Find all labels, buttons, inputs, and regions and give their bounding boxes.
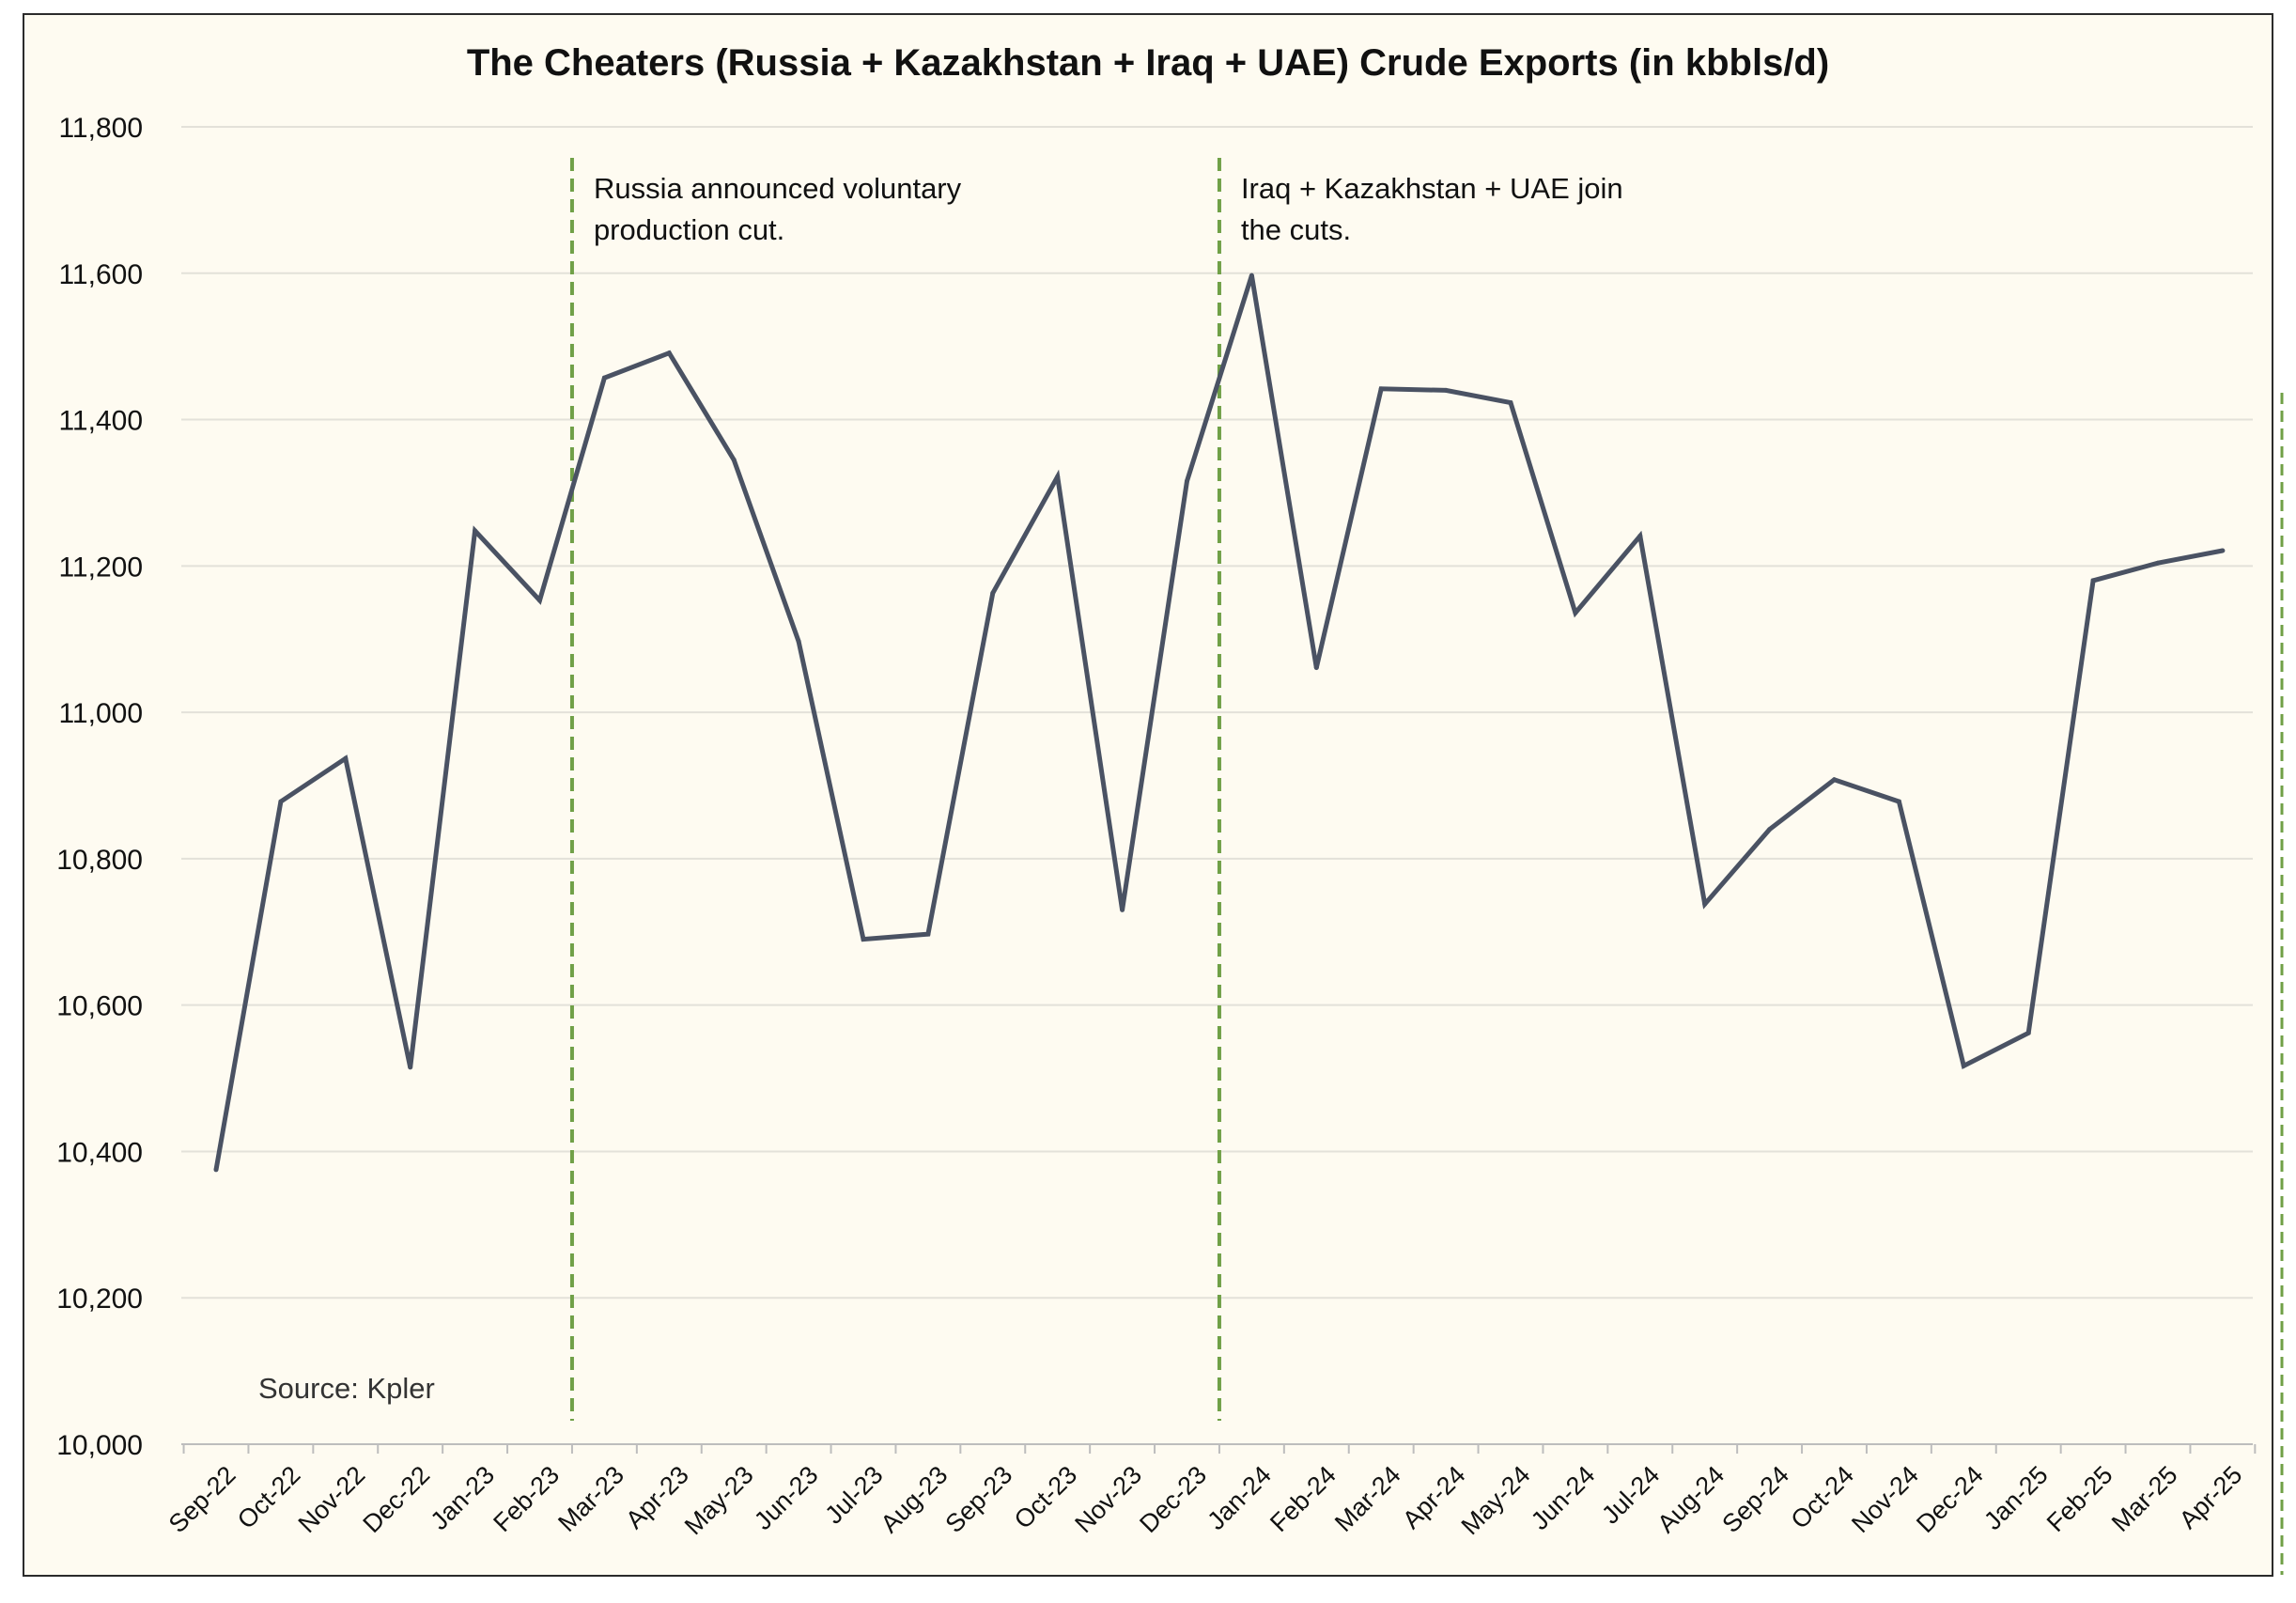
y-axis-ticks: 10,000 10,200 10,400 10,600 10,800 11,000 11,2… [56, 113, 143, 1461]
y-tick-label: 10,200 [56, 1284, 143, 1315]
data-point [1832, 777, 1837, 783]
x-axis: Sep-22Oct-22Nov-22Dec-22Jan-23Feb-23Mar-… [163, 1443, 2257, 1540]
x-tick-label: May-24 [1456, 1460, 1536, 1540]
x-tick-label: Jan-23 [426, 1460, 501, 1535]
data-point [473, 528, 478, 534]
x-tick-label: Oct-24 [1786, 1460, 1860, 1534]
annotations: Russia announced voluntary production cut… [594, 172, 1623, 246]
annotation-text: Russia announced voluntary [594, 172, 962, 205]
x-tick-label: Nov-24 [1846, 1460, 1924, 1538]
data-point [1961, 1063, 1966, 1068]
data-point [1702, 901, 1708, 907]
annotation-text: Iraq + Kazakhstan + UAE join [1241, 172, 1623, 205]
x-tick-label: May-23 [679, 1460, 759, 1540]
x-tick-label: Jun-23 [749, 1460, 824, 1535]
data-point [213, 1167, 219, 1173]
data-point [1508, 400, 1513, 406]
x-tick-label: Feb-23 [488, 1460, 565, 1537]
data-point [1443, 387, 1449, 393]
y-tick-label: 11,200 [58, 552, 143, 583]
x-tick-label: Jun-24 [1526, 1460, 1601, 1535]
x-tick-label: Sep-23 [940, 1460, 1018, 1538]
x-tick-label: Mar-25 [2106, 1460, 2183, 1537]
annotation-text: production cut. [594, 213, 784, 246]
y-tick-label: 10,600 [56, 991, 143, 1022]
x-tick-label: Mar-24 [1329, 1460, 1406, 1537]
x-tick-label: Aug-24 [1652, 1460, 1730, 1538]
y-tick-label: 10,400 [56, 1137, 143, 1168]
data-point [925, 931, 931, 937]
data-point [2220, 548, 2226, 553]
y-tick-label: 10,800 [56, 845, 143, 876]
y-tick-label: 11,400 [58, 406, 143, 437]
annotation-text: the cuts. [1241, 213, 1351, 246]
data-point [1378, 386, 1384, 392]
data-point [2090, 578, 2096, 584]
x-tick-label: Aug-23 [876, 1460, 954, 1538]
x-tick-label: Jan-24 [1202, 1460, 1277, 1535]
data-point [537, 598, 542, 603]
data-point [1767, 827, 1773, 833]
data-point [1896, 799, 1901, 804]
source-note: Source: Kpler [258, 1372, 435, 1405]
gridlines [181, 126, 2253, 1300]
chart-title: The Cheaters (Russia + Kazakhstan + Iraq… [467, 42, 1829, 84]
data-point [1637, 533, 1643, 538]
annotation-lines [569, 158, 1221, 1421]
y-tick-label: 11,000 [58, 698, 143, 729]
data-point [343, 755, 349, 761]
x-tick-label: Sep-24 [1716, 1460, 1794, 1538]
x-tick-label: Sep-22 [163, 1460, 241, 1538]
data-point [731, 457, 737, 462]
data-point [1313, 665, 1319, 671]
data-point [408, 1065, 413, 1070]
x-tick-label: Apr-25 [2174, 1460, 2248, 1534]
data-point [2155, 560, 2161, 566]
data-point [1120, 907, 1125, 912]
data-point [278, 799, 284, 804]
data-point [1249, 272, 1254, 278]
x-tick-label: Dec-22 [357, 1460, 435, 1538]
x-tick-label: Feb-24 [1264, 1460, 1342, 1537]
data-point [601, 375, 607, 381]
x-tick-label: Dec-23 [1134, 1460, 1212, 1538]
data-point [1055, 474, 1061, 479]
x-tick-label: Feb-25 [2041, 1460, 2118, 1537]
data-point [861, 937, 866, 942]
data-point [796, 639, 801, 645]
series-line [213, 274, 2224, 1171]
x-tick-label: Nov-23 [1069, 1460, 1147, 1538]
x-tick-label: Mar-23 [552, 1460, 629, 1537]
data-point [1185, 478, 1189, 484]
x-tick-label: Jan-25 [1978, 1460, 2054, 1535]
x-tick-label: Oct-22 [232, 1460, 306, 1534]
y-tick-label: 11,800 [58, 113, 143, 144]
data-point [2025, 1030, 2031, 1035]
x-tick-label: Dec-24 [1911, 1460, 1989, 1538]
data-point [1573, 610, 1578, 615]
y-tick-label: 11,600 [58, 259, 143, 290]
y-tick-label: 10,000 [56, 1430, 143, 1461]
x-tick-label: Nov-22 [293, 1460, 371, 1538]
data-point [666, 350, 672, 356]
x-tick-label: Oct-23 [1009, 1460, 1083, 1534]
data-point [990, 590, 996, 596]
data-series [213, 272, 2226, 1173]
